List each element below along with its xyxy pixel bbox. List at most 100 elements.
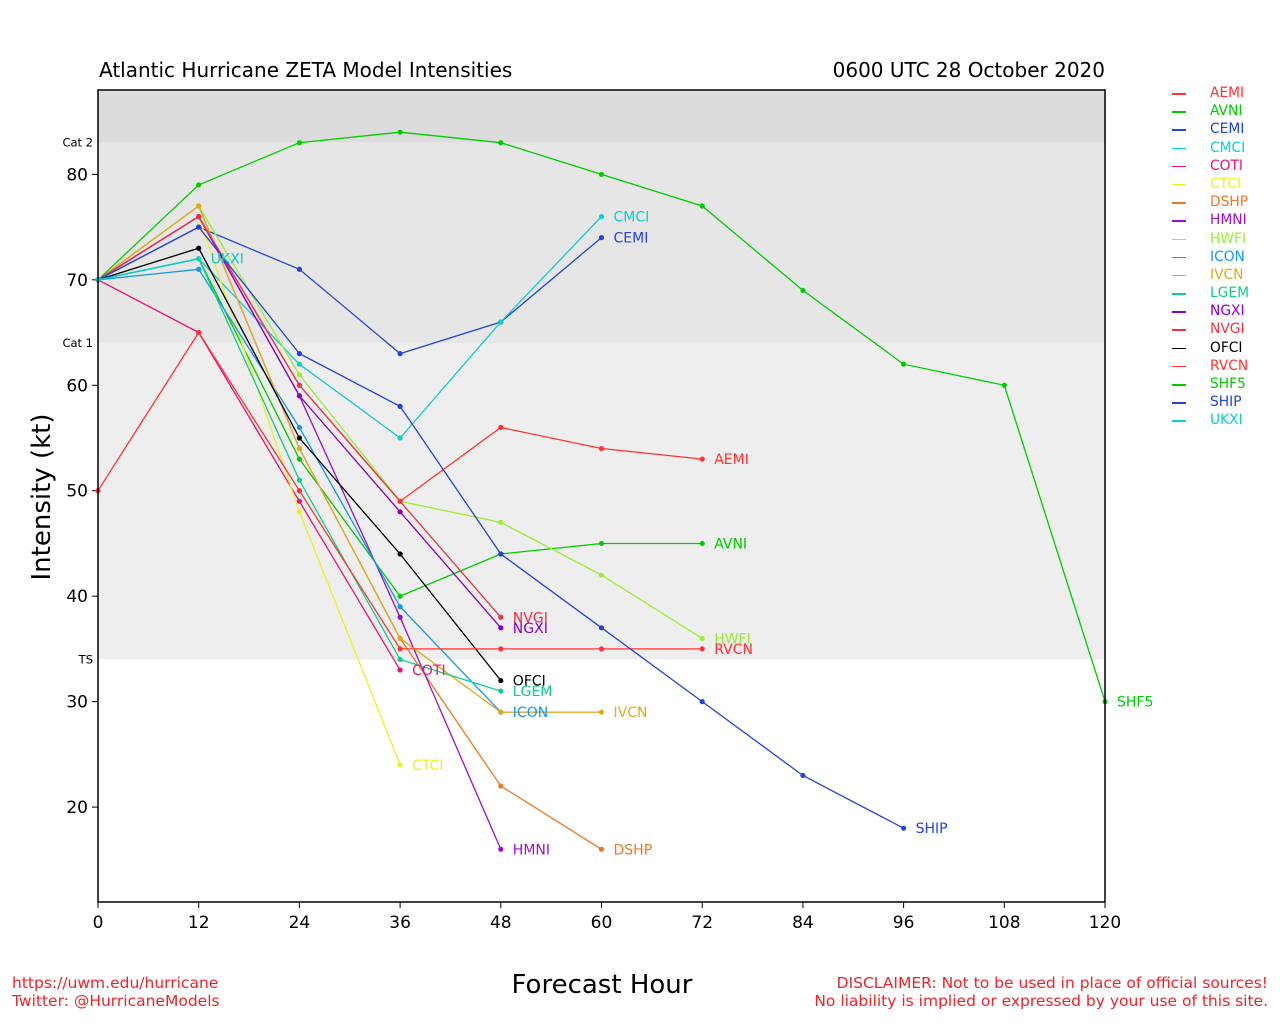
point-cemi: [598, 235, 605, 241]
point-ofci: [397, 551, 403, 557]
footer-links: https://uwm.edu/hurricane Twitter: @Hurr…: [12, 974, 220, 1010]
legend-label: AEMI: [1210, 85, 1245, 101]
legend-label: COTI: [1210, 157, 1243, 174]
series-label-coti: COTI: [412, 663, 445, 679]
point-avni: [598, 540, 605, 547]
series-label-dshp: DSHP: [614, 842, 653, 858]
point-lgem: [397, 656, 403, 663]
point-rvcn: [598, 646, 605, 652]
legend-swatch: [1172, 347, 1186, 350]
series-label-cmci: CMCI: [614, 210, 650, 226]
point-ofci: [498, 677, 504, 684]
point-cmci: [397, 435, 403, 441]
point-shf5: [296, 140, 302, 146]
legend-label: HWFI: [1210, 230, 1247, 247]
point-coti: [296, 498, 302, 504]
x-tick-label: 96: [893, 913, 915, 933]
point-ivcn: [196, 203, 202, 209]
series-line-ivcn: [97, 204, 602, 713]
point-hmni: [397, 614, 403, 620]
chart-title: Atlantic Hurricane ZETA Model Intensitie…: [99, 58, 513, 82]
point-icon: [196, 266, 202, 272]
legend-swatch: [1172, 202, 1186, 204]
x-tick-label: 24: [289, 913, 311, 933]
series-label-aemi: AEMI: [714, 452, 749, 468]
legend-label: SHF5: [1210, 376, 1246, 392]
legend-label: NVGI: [1210, 321, 1245, 338]
point-cmci: [598, 213, 605, 220]
series-label-cemi: CEMI: [614, 231, 649, 247]
legend-swatch: [1172, 165, 1186, 168]
point-ofci: [196, 245, 202, 251]
point-nvgi: [296, 382, 302, 388]
legend-swatch: [1172, 420, 1186, 422]
point-ship: [598, 625, 605, 631]
y-tick-label: 40: [66, 587, 88, 607]
point-ivcn: [598, 709, 605, 715]
point-rvcn: [498, 646, 504, 652]
point-nvgi: [397, 498, 403, 504]
point-nvgi: [498, 614, 504, 620]
point-cmci: [296, 361, 302, 367]
legend-swatch: [1172, 274, 1186, 277]
legend-label: NGXI: [1210, 303, 1245, 320]
twitter-handle[interactable]: Twitter: @HurricaneModels: [12, 992, 220, 1010]
point-shf5: [397, 129, 403, 135]
series-line-coti: [97, 279, 401, 671]
x-tick-label: 72: [691, 913, 713, 933]
point-ship: [196, 224, 202, 230]
axis-ticks: 0 12 24 36 48 60 72 84 96 108 120 20 30 40 50 60 70 80: [66, 165, 1121, 933]
x-tick-label: 0: [93, 913, 104, 933]
band-label: Cat 2: [62, 136, 93, 150]
y-tick-label: 80: [66, 165, 88, 185]
website-link[interactable]: https://uwm.edu/hurricane: [12, 974, 219, 992]
y-tick-label: 20: [66, 798, 88, 818]
point-shf5: [1001, 382, 1007, 388]
point-cemi: [397, 351, 403, 357]
legend-swatch: [1172, 111, 1186, 113]
legend-label: CEMI: [1210, 121, 1245, 138]
legend-label: UKXI: [1210, 412, 1243, 429]
point-icon: [296, 424, 302, 431]
legend-swatch: [1172, 329, 1186, 331]
plot-frame: [97, 89, 1106, 903]
point-lgem: [498, 688, 504, 694]
y-tick-label: 60: [66, 376, 88, 396]
legend-label: DSHP: [1210, 194, 1249, 211]
point-cemi: [296, 266, 302, 272]
point-shf5: [498, 140, 504, 146]
series-label-lgem: LGEM: [513, 684, 553, 700]
point-shf5: [800, 287, 806, 293]
legend-swatch: [1172, 402, 1186, 404]
x-tick-label: 120: [1089, 913, 1121, 933]
point-aemi: [498, 424, 504, 431]
y-tick-label: 50: [66, 482, 88, 502]
series-label-ctci: CTCI: [412, 758, 443, 774]
x-tick-label: 84: [792, 913, 814, 933]
legend-swatch: [1172, 238, 1186, 240]
point-avni: [699, 540, 705, 547]
point-dshp: [498, 783, 504, 789]
point-ngxi: [296, 393, 302, 399]
point-avni: [397, 593, 403, 599]
legend-label: CTCI: [1210, 175, 1241, 192]
point-hwfi: [699, 635, 705, 641]
point-shf5: [699, 203, 705, 209]
legend-swatch: [1172, 220, 1186, 222]
legend-label: LGEM: [1210, 285, 1249, 302]
series-label-icon: ICON: [513, 705, 548, 721]
x-axis-label: Forecast Hour: [511, 970, 693, 1000]
point-ship: [296, 351, 302, 357]
legend-swatch: [1172, 384, 1186, 386]
point-shf5: [196, 182, 202, 188]
point-ivcn: [296, 445, 302, 452]
legend-label: SHIP: [1210, 394, 1242, 411]
band-label: Cat 1: [62, 336, 93, 350]
point-aemi: [598, 445, 605, 452]
disclaimer-line-1: DISCLAIMER: Not to be used in place of o…: [836, 974, 1268, 992]
point-nvgi: [196, 213, 202, 220]
point-ivcn: [397, 635, 403, 641]
series-label-avni: AVNI: [714, 536, 747, 552]
point-lgem: [296, 477, 302, 483]
x-tick-label: 108: [988, 913, 1020, 933]
